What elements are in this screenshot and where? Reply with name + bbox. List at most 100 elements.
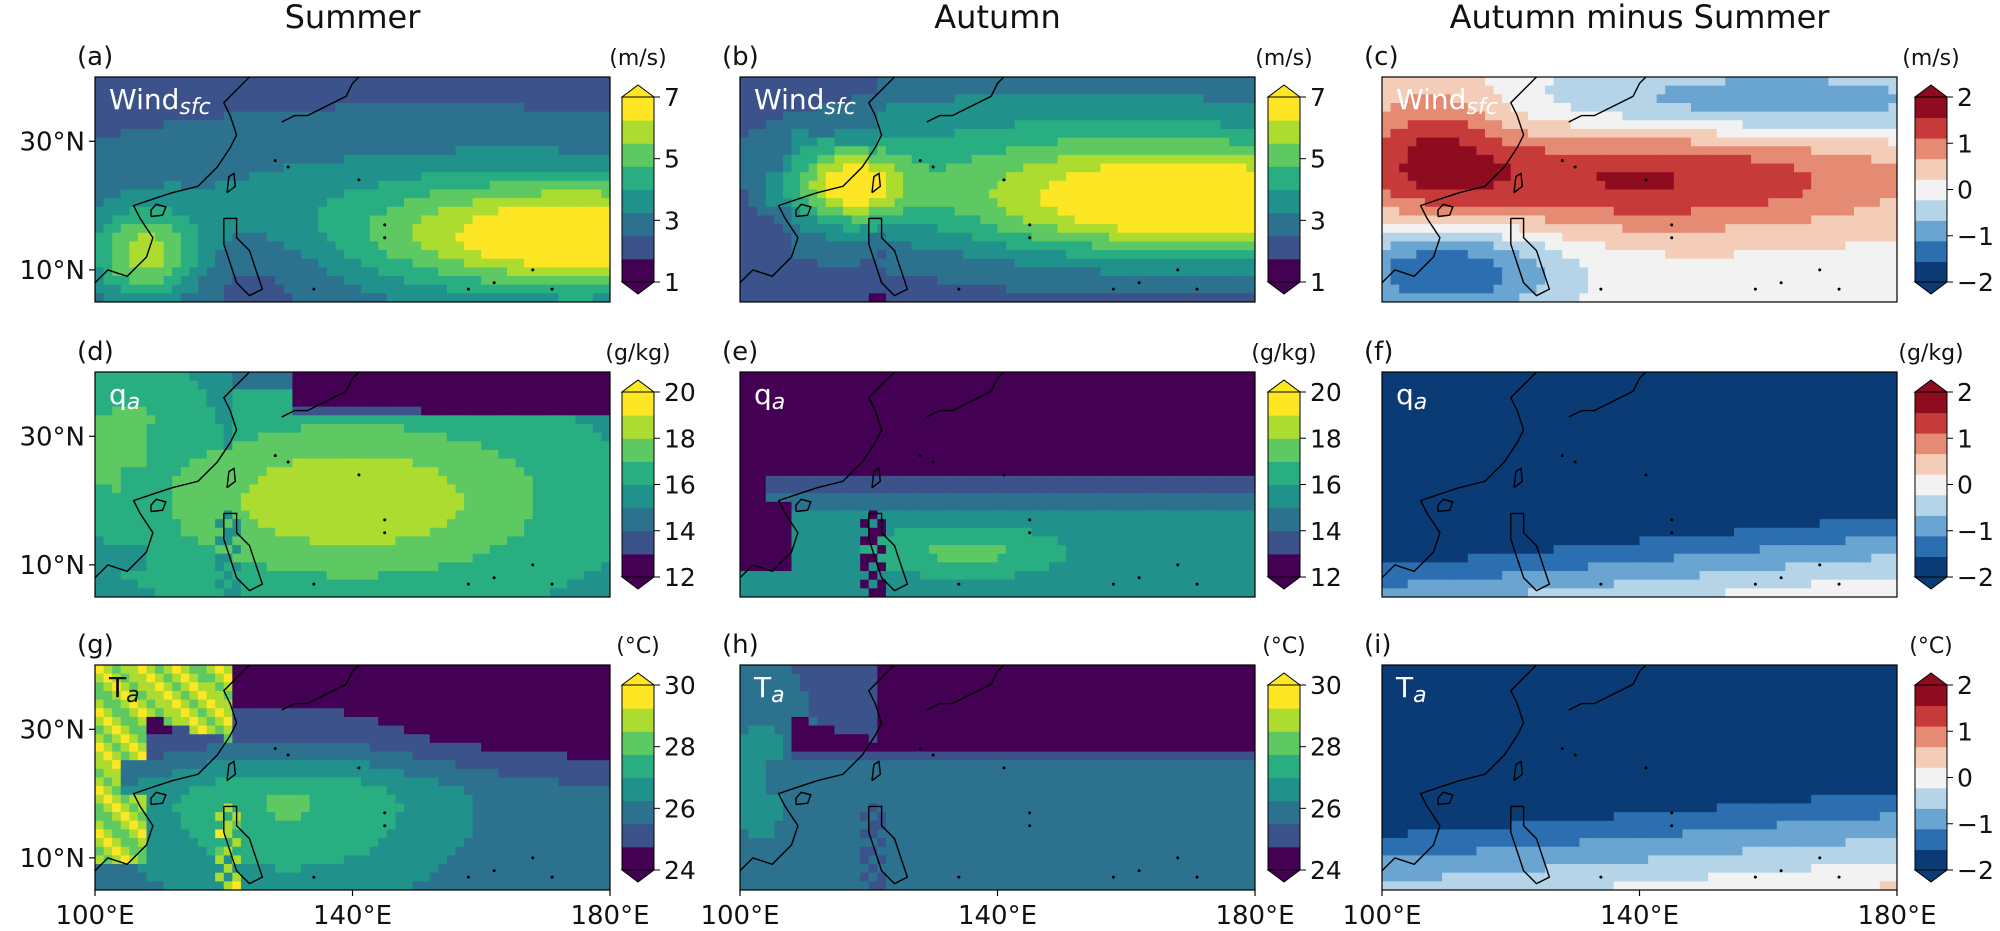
field-cell [318,224,328,234]
field-cell [1622,128,1632,139]
colorbar-tick-label: 5 [664,145,680,174]
field-cell [791,241,801,251]
field-cell [1751,293,1761,302]
field-cell [1220,102,1230,113]
field-cell [1083,250,1093,260]
field-cell [1186,77,1196,87]
field-cell [782,154,793,165]
field-cell [361,258,371,268]
field-cell [1862,267,1872,277]
field-cell [575,284,585,294]
field-cell [1613,258,1623,268]
field-cell [1553,293,1563,302]
field-cell [894,224,904,234]
island-dot [1028,223,1032,227]
colorbar-segment [622,235,654,260]
field-cell [232,102,242,113]
field-cell [765,154,775,165]
colorbar-tick-label: 5 [1310,145,1326,174]
field-cell [1699,276,1709,286]
field-cell [1811,137,1821,147]
field-cell [258,198,268,208]
field-cell [1879,85,1890,95]
field-cell [172,267,182,277]
field-cell [851,232,861,243]
field-cell [1648,258,1658,268]
field-cell [601,224,610,234]
field-cell [343,120,354,130]
field-cell [103,276,113,286]
field-cell [489,94,500,104]
field-cell [868,189,878,199]
field-cell [1845,206,1855,217]
field-cell [258,154,268,165]
field-cell [189,284,199,294]
field-cell [343,172,354,182]
field-cell [335,284,345,294]
field-cell [1794,111,1804,121]
field-cell [843,198,853,208]
field-cell [1006,293,1016,302]
field-cell [1212,258,1222,268]
field-cell [1493,180,1503,191]
field-cell [1579,250,1589,260]
field-cell [1716,154,1726,165]
field-cell [1212,111,1222,121]
field-cell [129,458,139,468]
field-cell [1871,146,1881,156]
field-cell [1390,215,1400,225]
field-cell [885,250,896,260]
field-cell [928,172,939,182]
field-cell [1066,120,1076,130]
field-cell [1519,77,1529,87]
field-cell [1057,172,1067,182]
field-cell [1057,215,1067,225]
field-cell [1459,206,1469,217]
field-cell [1536,267,1546,277]
field-cell [782,172,793,182]
map-frame [94,76,611,303]
field-cell [1014,284,1024,294]
field-cell [1040,224,1050,234]
field-cell [1031,94,1042,104]
field-cell [1845,284,1855,294]
field-cell [1143,276,1153,286]
field-cell [1708,180,1718,191]
field-cell [1622,258,1632,268]
field-cell [567,77,577,87]
field-cell [129,475,139,486]
field-cell [112,85,122,95]
field-cell [1648,284,1658,294]
field-cell [498,284,508,294]
field-cell [601,163,610,173]
field-cell [1510,215,1520,225]
field-cell [1665,189,1675,199]
field-cell [258,232,268,243]
field-cell [1091,85,1102,95]
field-cell [369,146,379,156]
field-cell [1742,120,1752,130]
field-cell [834,276,844,286]
field-cell [137,293,148,302]
field-cell [851,224,861,234]
field-cell [1390,250,1400,260]
field-cell [1493,137,1503,147]
field-cell [378,215,388,225]
field-cell [1143,137,1153,147]
field-cell [541,276,551,286]
field-cell [1639,172,1649,182]
field-cell [1476,258,1486,268]
field-cell [1152,215,1162,225]
field-cell [1186,85,1196,95]
field-cell [112,380,122,390]
field-cell [1493,85,1503,95]
field-cell [851,180,861,191]
field-cell [541,232,551,243]
field-cell [1519,267,1529,277]
field-cell [1845,120,1855,130]
field-cell [791,77,801,87]
field-cell [369,120,379,130]
field-cell [232,267,242,277]
field-cell [817,137,827,147]
field-cell [558,111,568,121]
